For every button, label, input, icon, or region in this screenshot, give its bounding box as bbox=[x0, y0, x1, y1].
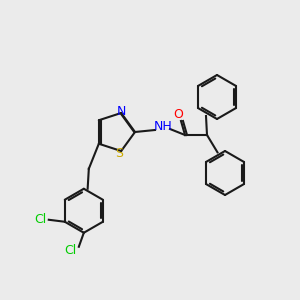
Text: Cl: Cl bbox=[65, 244, 77, 257]
Text: O: O bbox=[173, 109, 183, 122]
Text: S: S bbox=[115, 146, 123, 160]
Text: N: N bbox=[116, 106, 126, 118]
Text: NH: NH bbox=[154, 121, 172, 134]
Text: Cl: Cl bbox=[34, 213, 47, 226]
